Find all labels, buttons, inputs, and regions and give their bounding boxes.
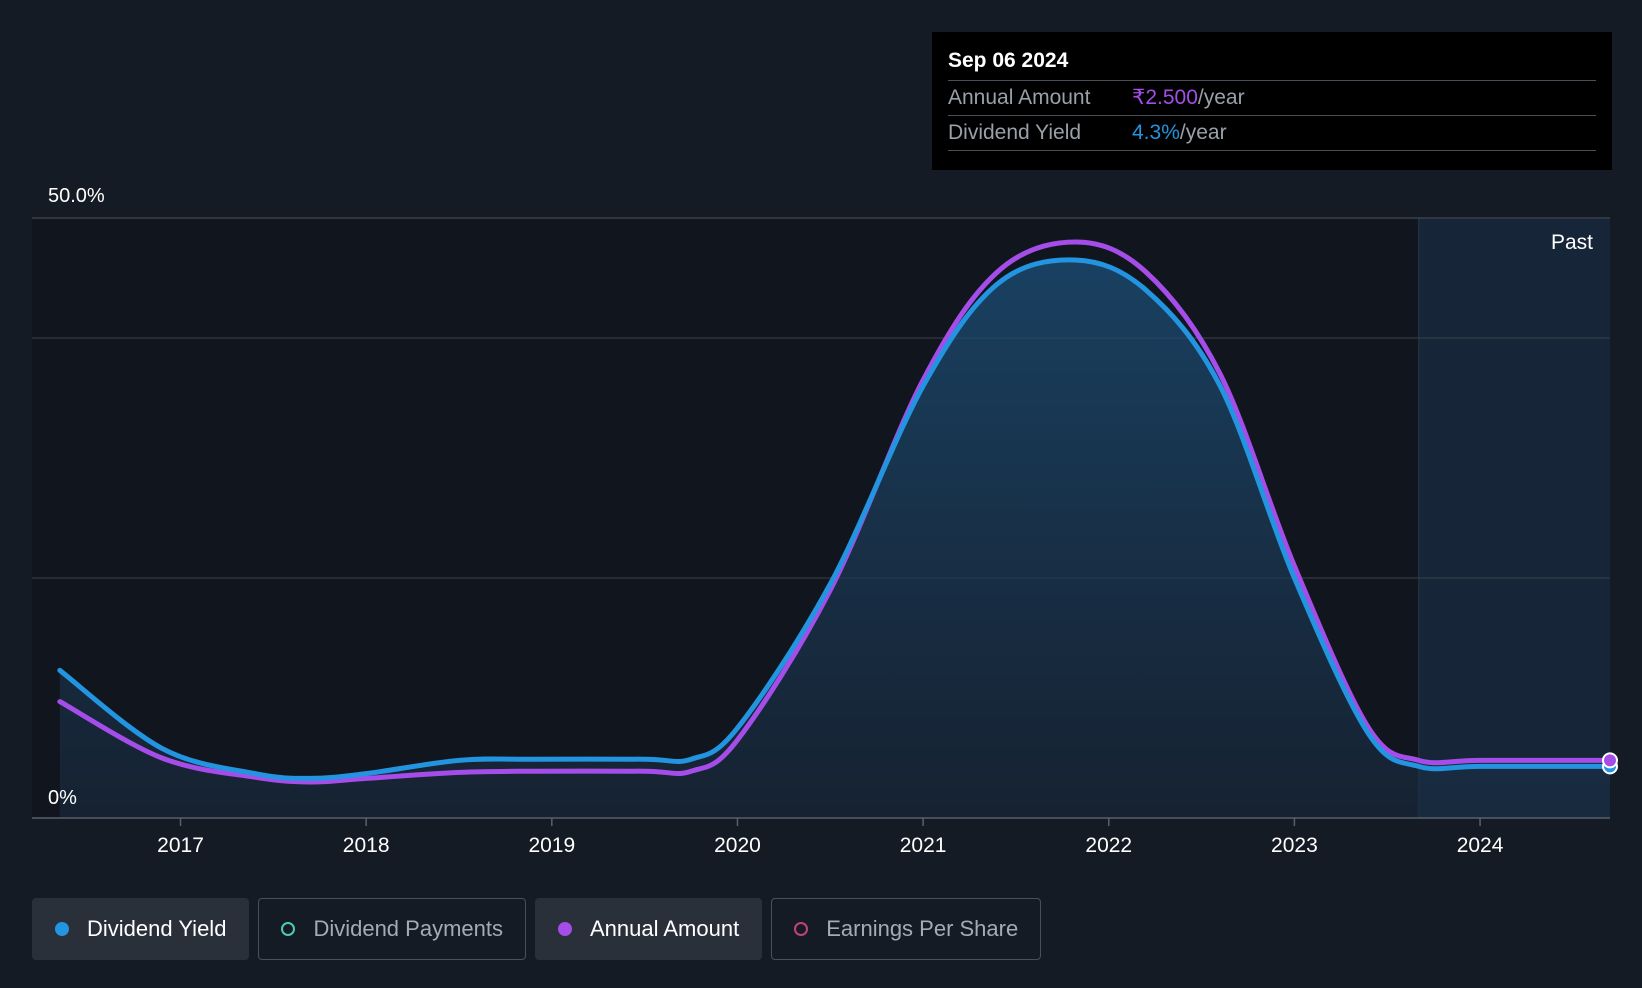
tooltip-dividend-yield-unit: /year [1179,121,1227,144]
legend-label: Annual Amount [589,916,740,941]
dividend-yield-line [57,257,1613,781]
x-tick-label: 2021 [900,834,947,857]
x-tick-label: 2020 [714,834,761,857]
x-tick-label: 2022 [1085,834,1132,857]
x-tick-label: 2019 [528,834,575,857]
legend-annual-amount[interactable]: Annual Amount [534,898,763,960]
tooltip-date: Sep 06 2024 [948,46,1596,81]
dividend-yield-dot-icon [55,922,69,936]
legend-label: Earnings Per Share [826,916,1019,941]
past-region [1418,218,1610,818]
chart-legend: Dividend Yield Dividend Payments Annual … [32,898,1042,960]
legend-dividend-yield[interactable]: Dividend Yield [32,898,250,960]
tooltip-annual-amount-row: Annual Amount ₹2.500 /year [948,81,1596,116]
legend-label: Dividend Payments [313,916,503,941]
annual-amount-dot-icon [557,922,572,936]
x-tick-label: 2018 [343,834,390,857]
chart-tooltip: Sep 06 2024 Annual Amount ₹2.500 /year D… [932,32,1612,170]
legend-label: Dividend Yield [87,916,227,941]
x-tick-label: 2017 [157,834,204,857]
tooltip-annual-amount-unit: /year [1197,86,1245,109]
legend-dividend-payments[interactable]: Dividend Payments [258,898,526,960]
y-tick-label: 0% [48,787,77,809]
tooltip-dividend-yield-row: Dividend Yield 4.3% /year [948,116,1596,151]
dividend-yield-area [59,259,1611,819]
x-tick-label: 2024 [1457,834,1504,857]
tooltip-dividend-yield-label: Dividend Yield [948,121,1082,144]
tooltip-annual-amount-value: ₹2.500 [1132,86,1198,109]
legend-earnings-per-share[interactable]: Earnings Per Share [771,898,1042,960]
past-label: Past [1551,231,1593,254]
x-tick-label: 2023 [1271,834,1318,857]
tooltip-dividend-yield-value: 4.3% [1132,121,1180,144]
annual-amount-end-marker [1602,752,1618,769]
tooltip-annual-amount-label: Annual Amount [948,86,1091,109]
earnings-per-share-ring-icon [794,922,809,936]
y-tick-label: 50.0% [48,185,105,207]
dividend-payments-ring-icon [281,922,296,936]
